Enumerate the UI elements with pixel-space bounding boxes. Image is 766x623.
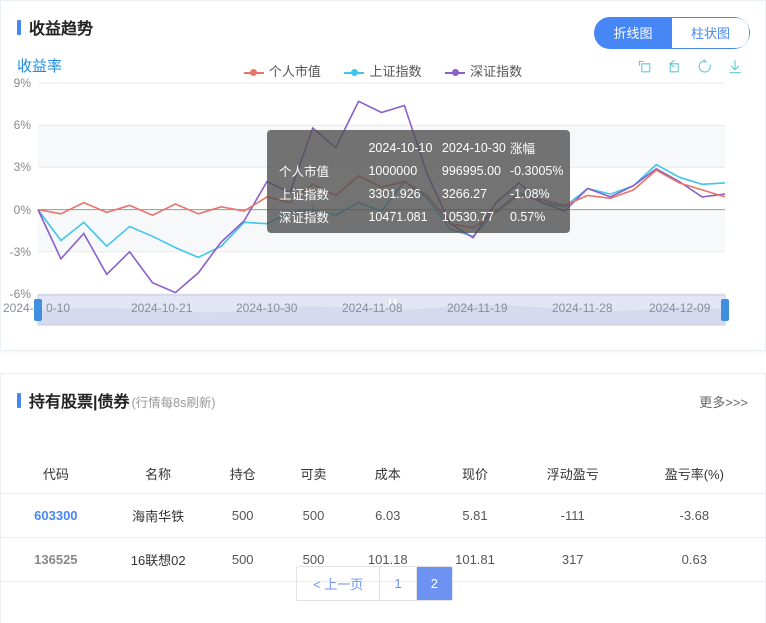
svg-text:-3%: -3%: [10, 245, 32, 259]
svg-text:9%: 9%: [14, 76, 32, 90]
svg-text:6%: 6%: [14, 118, 32, 132]
svg-text:3%: 3%: [14, 160, 32, 174]
svg-text:0%: 0%: [14, 203, 32, 217]
svg-text:-6%: -6%: [10, 287, 32, 301]
